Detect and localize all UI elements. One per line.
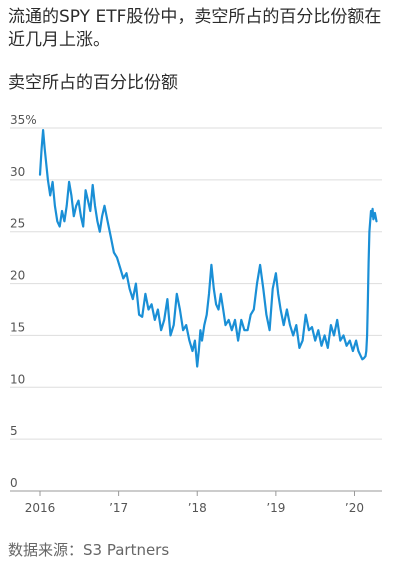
y-tick-label: 15: [10, 320, 25, 334]
y-tick-label: 30: [10, 165, 25, 179]
y-tick-label: 35%: [10, 113, 37, 127]
chart-title: 流通的SPY ETF股份中，卖空所占的百分比份额在近几月上涨。: [8, 7, 382, 50]
y-tick-label: 20: [10, 269, 25, 283]
y-tick-label: 25: [10, 217, 25, 231]
chart-subtitle: 卖空所占的百分比份额: [8, 73, 178, 93]
x-tick-label: ’17: [109, 501, 128, 515]
source-note: 数据来源：S3 Partners: [8, 541, 170, 559]
series-line: [38, 129, 378, 368]
x-tick-label: 2016: [25, 501, 56, 515]
x-tick-label: ’18: [188, 501, 207, 515]
y-tick-label: 10: [10, 372, 25, 386]
x-tick-label: ’19: [266, 501, 285, 515]
y-tick-label: 5: [10, 424, 18, 438]
y-tick-label: 0: [10, 476, 18, 490]
x-tick-label: ’20: [345, 501, 364, 515]
